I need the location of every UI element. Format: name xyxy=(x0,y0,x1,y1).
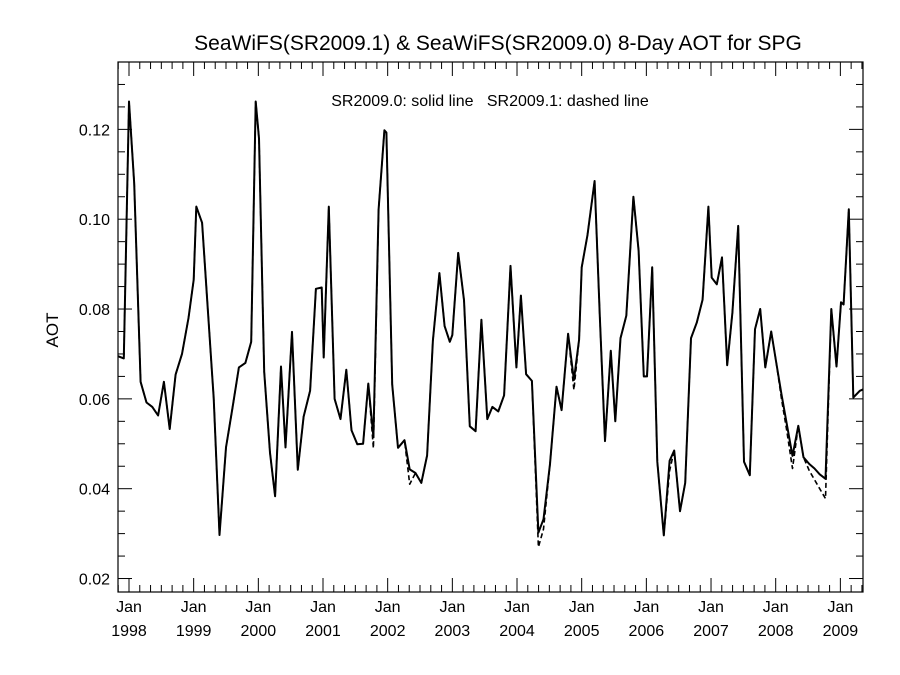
y-tick-label: 0.08 xyxy=(79,302,110,319)
x-tick-label-month: Jan xyxy=(116,599,142,616)
x-tick-label-month: Jan xyxy=(827,599,853,616)
x-tick-label-year: 2006 xyxy=(629,623,665,640)
x-tick-label-month: Jan xyxy=(181,599,207,616)
x-tick-label-year: 2001 xyxy=(305,623,341,640)
x-tick-label-year: 1998 xyxy=(111,623,147,640)
y-tick-label: 0.02 xyxy=(79,572,110,589)
x-tick-label-year: 2009 xyxy=(823,623,859,640)
chart-annotation: SR2009.0: solid line SR2009.1: dashed li… xyxy=(331,93,649,110)
x-tick-label-month: Jan xyxy=(633,599,659,616)
x-tick-label-year: 2000 xyxy=(241,623,277,640)
series-lines xyxy=(117,100,864,548)
y-tick-label: 0.12 xyxy=(79,122,110,139)
x-tick-label-month: Jan xyxy=(310,599,336,616)
x-tick-label-month: Jan xyxy=(439,599,465,616)
x-tick-label-year: 1999 xyxy=(176,623,212,640)
x-tick-label-year: 2004 xyxy=(499,623,535,640)
x-tick-label-year: 2005 xyxy=(564,623,600,640)
x-tick-label-month: Jan xyxy=(504,599,530,616)
series-line-sr2009-0 xyxy=(117,100,864,537)
x-tick-label-month: Jan xyxy=(698,599,724,616)
plot-area-frame xyxy=(117,61,864,593)
x-tick-label-year: 2008 xyxy=(758,623,794,640)
chart-title: SeaWiFS(SR2009.1) & SeaWiFS(SR2009.0) 8-… xyxy=(194,32,802,55)
y-axis-label: AOT xyxy=(43,313,62,348)
x-tick-label-month: Jan xyxy=(569,599,595,616)
x-tick-label-year: 2002 xyxy=(370,623,406,640)
y-tick-label: 0.04 xyxy=(79,482,110,499)
axis-ticks: 0.02 0.04 0.06 0.08 0.10 0.12 Jan 1998 Jan 1999 Ja… xyxy=(79,62,863,640)
x-tick-label-month: Jan xyxy=(245,599,271,616)
x-tick-label-year: 2007 xyxy=(693,623,729,640)
x-tick-label-year: 2003 xyxy=(435,623,471,640)
x-tick-label-month: Jan xyxy=(763,599,789,616)
x-tick-label-month: Jan xyxy=(375,599,401,616)
y-tick-label: 0.10 xyxy=(79,212,110,229)
y-tick-label: 0.06 xyxy=(79,392,110,409)
series-line-sr2009-1 xyxy=(117,100,864,548)
